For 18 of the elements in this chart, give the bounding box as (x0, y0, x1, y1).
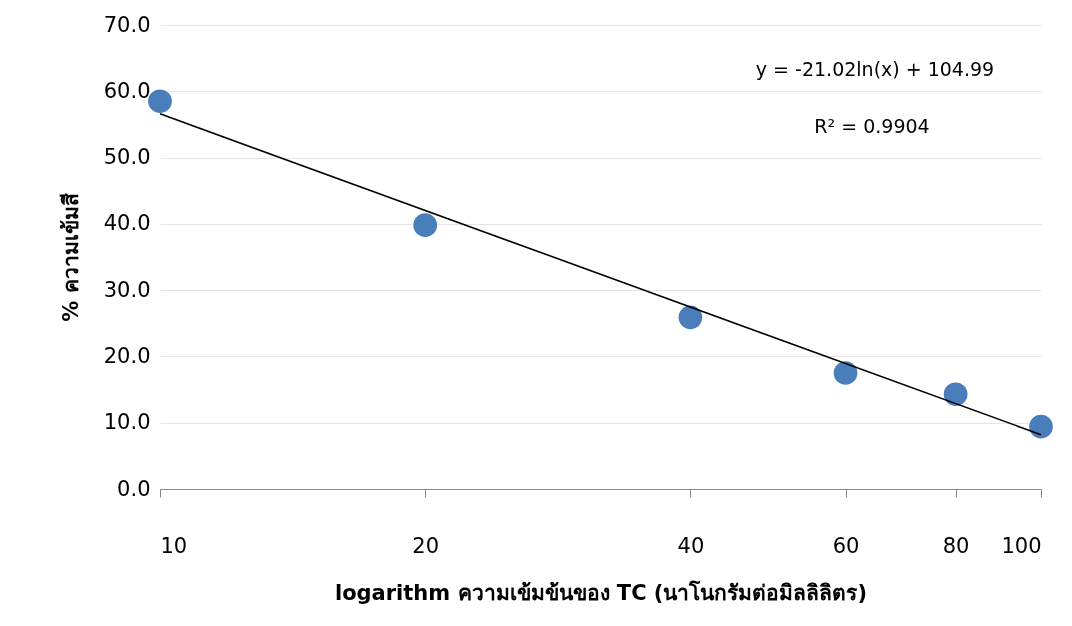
y-tick-label: 0.0 (117, 476, 151, 501)
annotation: R² = 0.9904 (814, 115, 930, 137)
y-tick-label: 10.0 (103, 410, 151, 435)
y-tick-label: 50.0 (103, 145, 151, 170)
y-tick-label: 70.0 (103, 12, 151, 37)
x-tick-label: 20 (412, 533, 440, 558)
y-tick-label: 60.0 (103, 78, 151, 103)
y-tick-label: 40.0 (103, 211, 151, 236)
x-tick-label: 80 (942, 533, 970, 558)
y-axis-title: % ความเข้มสี (58, 193, 83, 322)
x-tick-label: 60 (832, 533, 860, 558)
x-tick-label: 100 (1001, 533, 1042, 558)
x-tick-label: 40 (677, 533, 705, 558)
annotation: y = -21.02ln(x) + 104.99 (755, 58, 995, 80)
x-axis-title: logarithm ความเข้มข้นของ TC (นาโนกรัมต่อมิลลิลิตร) (334, 579, 868, 605)
y-tick-label: 30.0 (103, 277, 151, 302)
x-tick-label: 10 (160, 533, 188, 558)
y-tick-label: 20.0 (103, 343, 151, 368)
